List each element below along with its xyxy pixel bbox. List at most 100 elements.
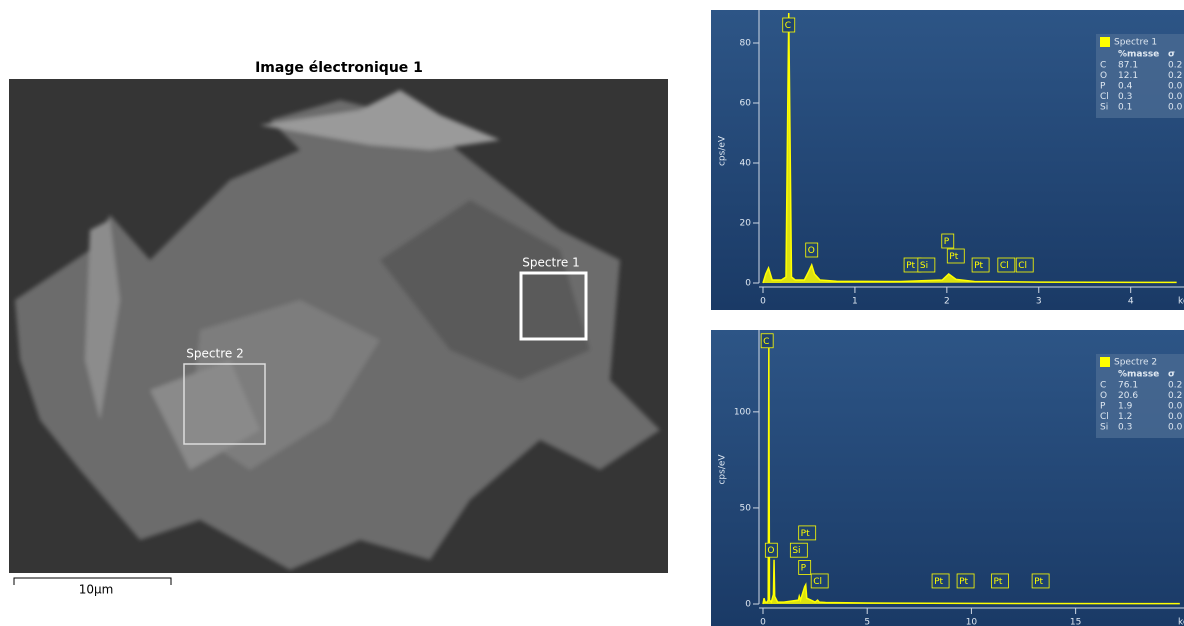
table-cell: 12.1 bbox=[1118, 71, 1138, 81]
x-tick-label: 10 bbox=[966, 618, 978, 626]
region-label: Spectre 1 bbox=[522, 256, 579, 270]
table-cell: 0.0 bbox=[1168, 402, 1183, 412]
x-tick-label: 0 bbox=[760, 297, 766, 307]
table-cell: 76.1 bbox=[1118, 381, 1138, 391]
peak-label-box bbox=[997, 257, 1016, 273]
x-tick-label: 0 bbox=[760, 618, 766, 626]
y-tick-label: 60 bbox=[740, 99, 752, 109]
sem-image: Image électronique 1 Spectre 1 Spectre 2… bbox=[9, 60, 668, 597]
y-tick-label: 40 bbox=[740, 159, 752, 169]
y-tick-label: 0 bbox=[745, 279, 751, 289]
table-header: σ bbox=[1168, 50, 1175, 60]
legend-box bbox=[1096, 354, 1184, 438]
table-cell: 0.0 bbox=[1168, 103, 1183, 113]
spectrum-panel: 02040608001234keVcps/eVCOPtSiPPtPtClClSp… bbox=[711, 10, 1184, 310]
y-axis-label: cps/eV bbox=[718, 135, 728, 166]
table-cell: 0.3 bbox=[1118, 92, 1132, 102]
peak-label: Pt bbox=[801, 529, 810, 539]
region-box bbox=[183, 363, 266, 445]
table-cell: C bbox=[1100, 381, 1106, 391]
x-axis-label: keV bbox=[1178, 297, 1184, 307]
peak-label-box bbox=[760, 333, 774, 349]
sem-flakes bbox=[15, 90, 660, 570]
x-tick-label: 4 bbox=[1128, 297, 1134, 307]
table-cell: 0.3 bbox=[1118, 423, 1132, 433]
peak-label-box bbox=[991, 573, 1009, 589]
table-header: %masse bbox=[1118, 50, 1159, 60]
scale-bar bbox=[13, 577, 172, 585]
peak-label: Cl bbox=[813, 577, 822, 587]
x-tick-label: 5 bbox=[864, 618, 870, 626]
peak-label: Pt bbox=[959, 577, 968, 587]
peak-label-box bbox=[956, 573, 975, 589]
spectrum-line bbox=[762, 12, 1177, 284]
peak-label: P bbox=[801, 563, 807, 573]
peak-label-box bbox=[798, 525, 817, 541]
table-cell: 0.0 bbox=[1168, 412, 1183, 422]
peak-label: Si bbox=[920, 261, 928, 271]
peak-label-box bbox=[1031, 573, 1050, 589]
peak-label: P bbox=[944, 237, 950, 247]
x-tick-label: 2 bbox=[944, 297, 950, 307]
legend-swatch bbox=[1100, 357, 1110, 367]
table-cell: 0.4 bbox=[1118, 82, 1133, 92]
table-header: %masse bbox=[1118, 370, 1159, 380]
legend-box bbox=[1096, 34, 1184, 118]
table-cell: Si bbox=[1100, 103, 1108, 113]
scale-bar-label: 10µm bbox=[79, 583, 114, 597]
peak-label: Pt bbox=[974, 261, 983, 271]
table-cell: 20.6 bbox=[1118, 391, 1138, 401]
table-cell: P bbox=[1100, 82, 1106, 92]
y-tick-label: 100 bbox=[734, 407, 751, 417]
peak-label-box bbox=[810, 573, 829, 589]
peak-label-box bbox=[789, 542, 808, 558]
peak-label: Cl bbox=[1018, 261, 1027, 271]
region-label: Spectre 2 bbox=[186, 347, 243, 361]
peak-label-box bbox=[941, 233, 955, 249]
table-cell: 0.1 bbox=[1118, 103, 1132, 113]
peak-label: Pt bbox=[949, 252, 958, 262]
table-cell: P bbox=[1100, 402, 1106, 412]
y-tick-label: 50 bbox=[740, 503, 752, 513]
legend-swatch bbox=[1100, 37, 1110, 47]
table-cell: 0.2 bbox=[1168, 391, 1182, 401]
table-cell: O bbox=[1100, 71, 1107, 81]
legend-label: Spectre 2 bbox=[1114, 358, 1157, 368]
peak-label: O bbox=[767, 546, 774, 556]
table-cell: 1.2 bbox=[1118, 412, 1132, 422]
table-cell: Cl bbox=[1100, 92, 1109, 102]
peak-label-box bbox=[917, 257, 936, 273]
peak-label-box bbox=[805, 242, 819, 258]
table-cell: 0.2 bbox=[1168, 61, 1182, 71]
peak-label: C bbox=[785, 21, 791, 31]
peak-label-box bbox=[946, 248, 965, 264]
peak-label: C bbox=[763, 337, 769, 347]
table-cell: 1.9 bbox=[1118, 402, 1133, 412]
x-axis-label: keV bbox=[1178, 618, 1184, 626]
peak-label-box bbox=[798, 560, 812, 575]
spectrum-panel: 050100051015keVcps/eVCOSiPtPClPtPtPtPtSp… bbox=[711, 330, 1184, 626]
table-cell: Cl bbox=[1100, 412, 1109, 422]
peak-label-box bbox=[971, 257, 990, 273]
table-cell: O bbox=[1100, 391, 1107, 401]
table-cell: Si bbox=[1100, 423, 1108, 433]
peak-label-box bbox=[764, 542, 778, 558]
peak-label: Si bbox=[792, 546, 800, 556]
peak-label: Pt bbox=[906, 261, 915, 271]
table-cell: 0.0 bbox=[1168, 423, 1183, 433]
peak-label: O bbox=[808, 246, 815, 256]
peak-label-box bbox=[782, 17, 796, 33]
x-tick-label: 15 bbox=[1070, 618, 1081, 626]
x-tick-label: 3 bbox=[1036, 297, 1042, 307]
peak-label-box bbox=[1015, 257, 1034, 273]
peak-label: Pt bbox=[993, 577, 1002, 587]
y-tick-label: 20 bbox=[740, 219, 752, 229]
region-box bbox=[519, 271, 588, 341]
image-title: Image électronique 1 bbox=[255, 60, 423, 76]
table-cell: 0.0 bbox=[1168, 82, 1183, 92]
table-cell: 0.2 bbox=[1168, 71, 1182, 81]
y-tick-label: 80 bbox=[740, 39, 752, 49]
table-cell: 87.1 bbox=[1118, 61, 1138, 71]
peak-label: Cl bbox=[1000, 261, 1009, 271]
